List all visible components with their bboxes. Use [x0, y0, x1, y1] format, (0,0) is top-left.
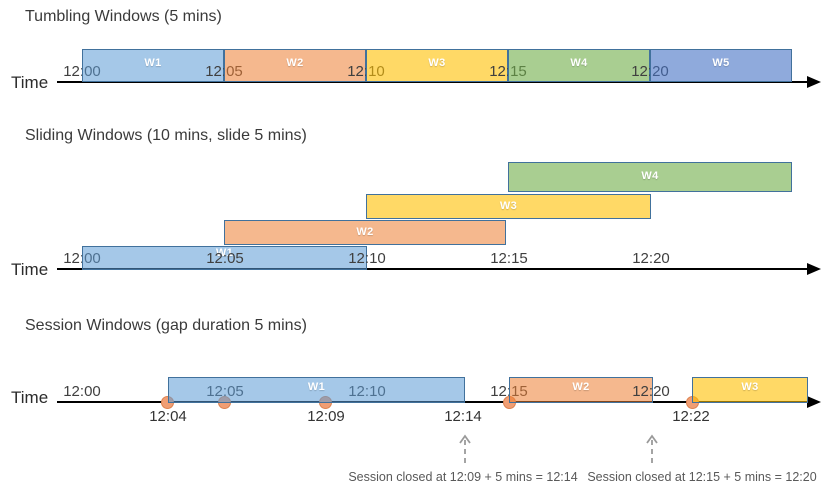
tumbling-section-title: Tumbling Windows (5 mins): [25, 8, 222, 25]
tumbling-window-label: W5: [712, 57, 730, 69]
sliding-window-label: W4: [641, 170, 659, 182]
session-window-label: W1: [307, 381, 326, 393]
sliding-window-label: W1: [215, 247, 234, 259]
session-window-w1: [168, 377, 465, 403]
session-window-w3: [692, 377, 808, 403]
event-time-label-1204: 12:04: [149, 408, 187, 425]
annotation-arrow-icon: [459, 434, 471, 463]
session-tick-1220: 12:20: [632, 383, 670, 400]
annotation-arrow-icon: [646, 434, 658, 463]
session-closed-annotation-1: Session closed at 12:09 + 5 mins = 12:14: [348, 470, 578, 484]
sliding-window-w2: [224, 220, 506, 245]
tumbling-window-w3: [366, 49, 508, 82]
tumbling-window-w1: [82, 49, 224, 82]
session-time-axis-label: Time: [11, 388, 49, 407]
tumbling-window-w4: [508, 49, 650, 82]
session-axis-arrow-icon: [807, 396, 821, 408]
tumbling-axis-arrow-icon: [807, 76, 821, 88]
sliding-tick-1220: 12:20: [632, 250, 670, 267]
sliding-tick-1210: 12:10: [348, 250, 386, 267]
tumbling-window-w2: [224, 49, 366, 82]
tumbling-window-label: W3: [428, 57, 446, 69]
tumbling-window-label: W4: [570, 57, 588, 69]
session-section-title: Session Windows (gap duration 5 mins): [25, 317, 307, 334]
sliding-window-w1: [82, 246, 367, 270]
session-closed-annotation-2: Session closed at 12:15 + 5 mins = 12:20: [587, 470, 817, 484]
sliding-tick-1215: 12:15: [490, 250, 528, 267]
session-window-label: W2: [572, 381, 590, 393]
tumbling-window-label: W2: [286, 57, 304, 69]
session-tick-1200: 12:00: [63, 383, 101, 400]
tumbling-time-axis: [57, 81, 808, 83]
event-time-label-1214: 12:14: [444, 408, 482, 425]
sliding-tick-1205: 12:05: [206, 250, 244, 267]
event-time-label-1209: 12:09: [307, 408, 345, 425]
sliding-time-axis: [57, 268, 808, 270]
sliding-time-axis-label: Time: [11, 260, 49, 279]
tumbling-window-label: W1: [144, 57, 162, 69]
sliding-window-label: W2: [356, 226, 374, 238]
session-window-w2: [509, 377, 653, 403]
sliding-window-label: W3: [499, 200, 518, 212]
sliding-window-w3: [366, 194, 651, 219]
tumbling-window-w5: [650, 49, 792, 82]
sliding-window-w4: [508, 162, 792, 192]
event-time-label-1222: 12:22: [672, 408, 710, 425]
tumbling-time-axis-label: Time: [11, 73, 49, 92]
sliding-axis-arrow-icon: [807, 263, 821, 275]
session-window-label: W3: [741, 381, 759, 393]
sliding-section-title: Sliding Windows (10 mins, slide 5 mins): [25, 127, 307, 144]
